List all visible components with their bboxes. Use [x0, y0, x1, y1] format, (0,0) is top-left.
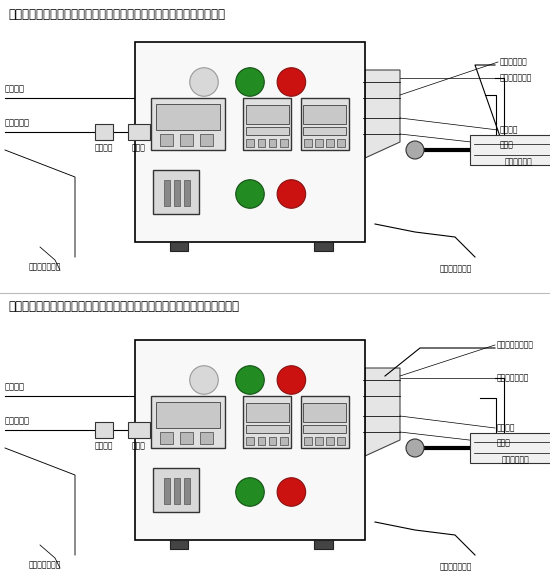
Bar: [257, 437, 265, 445]
Bar: [163, 478, 170, 504]
Circle shape: [236, 68, 264, 96]
Bar: [156, 104, 221, 130]
Bar: [200, 433, 213, 444]
Bar: [151, 396, 225, 448]
Bar: [326, 138, 334, 147]
Circle shape: [236, 179, 264, 208]
Circle shape: [236, 366, 264, 394]
Bar: [470, 135, 550, 165]
Bar: [151, 98, 225, 150]
Circle shape: [406, 141, 424, 159]
Text: エアー入力: エアー入力: [5, 416, 30, 425]
Bar: [301, 98, 349, 150]
Text: 熱風ヒーター: 熱風ヒーター: [502, 456, 530, 464]
Text: 電源入力: 電源入力: [5, 382, 25, 391]
Bar: [304, 404, 346, 422]
Text: 熱電対: 熱電対: [500, 141, 514, 149]
Text: 熱電対: 熱電対: [497, 438, 511, 448]
Bar: [95, 124, 113, 140]
Bar: [243, 396, 292, 448]
Bar: [246, 105, 289, 124]
Text: 熱風出口: 熱風出口: [497, 423, 515, 433]
Bar: [169, 242, 188, 251]
Bar: [315, 437, 323, 445]
Circle shape: [277, 366, 306, 394]
Bar: [135, 340, 365, 540]
Circle shape: [277, 179, 306, 208]
Bar: [246, 425, 289, 434]
Bar: [246, 437, 254, 445]
Bar: [304, 437, 312, 445]
Bar: [184, 179, 190, 206]
Bar: [269, 437, 277, 445]
Circle shape: [190, 68, 218, 96]
Bar: [280, 138, 288, 147]
Text: 》使用例：熱風ヒーター　スーパーバイザー機能　加熱対象物温度制御》: 》使用例：熱風ヒーター スーパーバイザー機能 加熱対象物温度制御》: [8, 300, 239, 313]
Bar: [200, 134, 213, 146]
Text: 電磁弁: 電磁弁: [132, 441, 146, 450]
Bar: [153, 468, 200, 512]
Text: 加熱対象物熱電対: 加熱対象物熱電対: [497, 340, 534, 350]
Bar: [160, 433, 173, 444]
Circle shape: [190, 366, 218, 394]
Text: エアー入力: エアー入力: [5, 118, 30, 127]
Bar: [174, 478, 180, 504]
Bar: [315, 138, 323, 147]
Bar: [280, 437, 288, 445]
Bar: [301, 396, 349, 448]
Bar: [304, 425, 346, 434]
Bar: [160, 134, 173, 146]
Bar: [163, 179, 170, 206]
Text: 熱風出口: 熱風出口: [500, 126, 519, 134]
Polygon shape: [365, 368, 400, 456]
Text: エアーチューブ: エアーチューブ: [440, 562, 472, 571]
Bar: [180, 433, 193, 444]
Bar: [315, 242, 333, 251]
Bar: [180, 134, 193, 146]
Bar: [169, 540, 188, 549]
Bar: [304, 105, 346, 124]
Text: 》使用例：熱風ヒーター　スーパーバイザー機能　過昇温防止制御》: 》使用例：熱風ヒーター スーパーバイザー機能 過昇温防止制御》: [8, 8, 225, 21]
Text: フィルタ: フィルタ: [95, 143, 113, 152]
Bar: [246, 404, 289, 422]
Circle shape: [406, 439, 424, 457]
Bar: [174, 179, 180, 206]
Bar: [257, 138, 265, 147]
Text: エアーチューブ: エアーチューブ: [440, 264, 472, 273]
Bar: [135, 42, 365, 242]
Bar: [246, 127, 289, 135]
Bar: [95, 422, 113, 438]
Circle shape: [277, 478, 306, 506]
Circle shape: [277, 68, 306, 96]
Bar: [246, 138, 254, 147]
Text: ヒーター電源線: ヒーター電源線: [500, 74, 532, 82]
Text: フィルタ: フィルタ: [95, 441, 113, 450]
Bar: [304, 138, 312, 147]
Text: ヒーター電源線: ヒーター電源線: [497, 373, 529, 383]
Bar: [128, 422, 150, 438]
Bar: [153, 170, 200, 214]
Text: 電源入力: 電源入力: [5, 84, 25, 93]
Circle shape: [236, 478, 264, 506]
Text: 熱風ヒーター: 熱風ヒーター: [505, 157, 533, 167]
Polygon shape: [365, 70, 400, 158]
Text: 電磁弁: 電磁弁: [132, 143, 146, 152]
Bar: [315, 540, 333, 549]
Text: エアーチューブ: エアーチューブ: [29, 560, 61, 569]
Bar: [128, 124, 150, 140]
Bar: [337, 138, 345, 147]
Bar: [156, 402, 221, 428]
Bar: [326, 437, 334, 445]
Bar: [470, 433, 550, 463]
Bar: [304, 127, 346, 135]
Bar: [184, 478, 190, 504]
Bar: [243, 98, 292, 150]
Bar: [337, 437, 345, 445]
Text: エアーチューブ: エアーチューブ: [29, 262, 61, 271]
Bar: [269, 138, 277, 147]
Text: 発熱体熱電対: 発熱体熱電対: [500, 57, 528, 67]
